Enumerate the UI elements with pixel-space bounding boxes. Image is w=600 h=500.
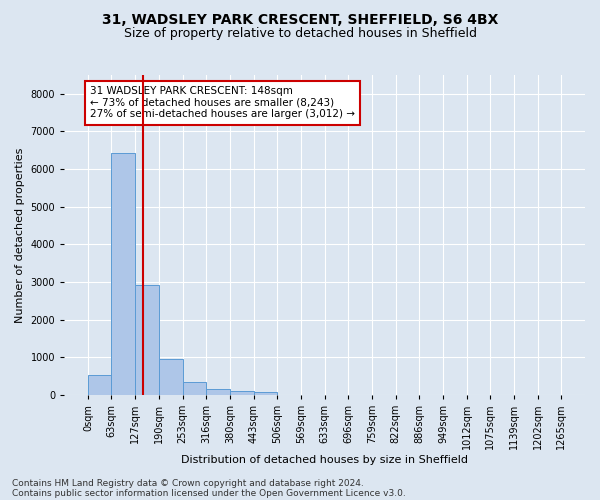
Text: Contains HM Land Registry data © Crown copyright and database right 2024.: Contains HM Land Registry data © Crown c… xyxy=(12,478,364,488)
Text: 31 WADSLEY PARK CRESCENT: 148sqm
← 73% of detached houses are smaller (8,243)
27: 31 WADSLEY PARK CRESCENT: 148sqm ← 73% o… xyxy=(90,86,355,120)
Y-axis label: Number of detached properties: Number of detached properties xyxy=(15,148,25,322)
Bar xyxy=(254,392,277,395)
Text: Contains public sector information licensed under the Open Government Licence v3: Contains public sector information licen… xyxy=(12,488,406,498)
Bar xyxy=(136,285,159,395)
Bar xyxy=(159,359,182,395)
Bar xyxy=(182,382,206,395)
Text: Size of property relative to detached houses in Sheffield: Size of property relative to detached ho… xyxy=(124,28,476,40)
Bar xyxy=(206,388,230,395)
Text: 31, WADSLEY PARK CRESCENT, SHEFFIELD, S6 4BX: 31, WADSLEY PARK CRESCENT, SHEFFIELD, S6… xyxy=(102,12,498,26)
Bar xyxy=(112,153,136,395)
Bar xyxy=(88,375,112,395)
X-axis label: Distribution of detached houses by size in Sheffield: Distribution of detached houses by size … xyxy=(181,455,468,465)
Bar xyxy=(230,391,254,395)
